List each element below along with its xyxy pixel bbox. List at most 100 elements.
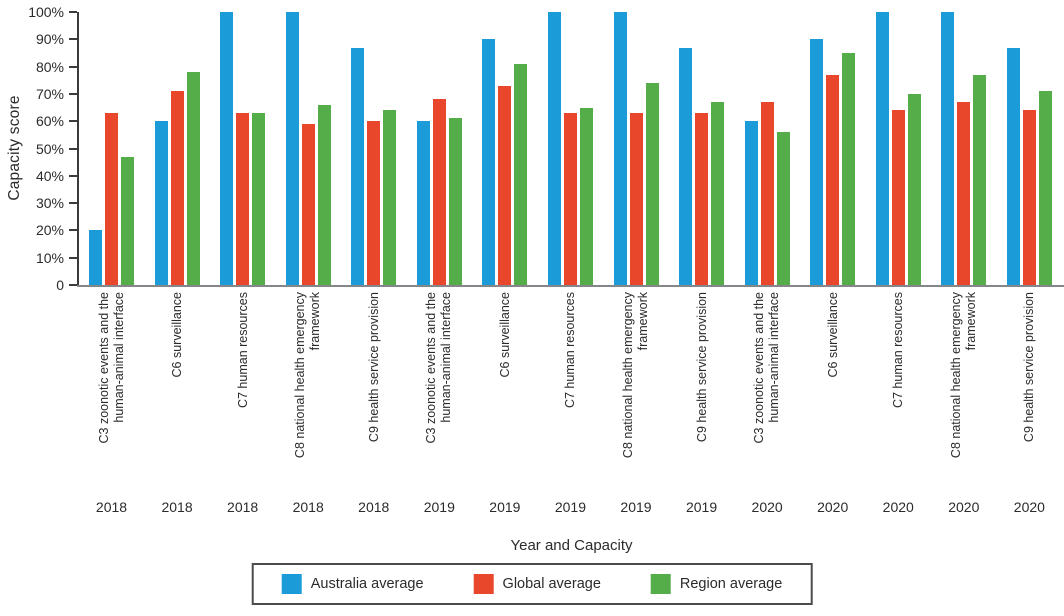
bar-group bbox=[679, 12, 725, 285]
legend-label: Australia average bbox=[310, 576, 424, 592]
legend: Australia average Global average Region av… bbox=[251, 563, 813, 605]
bar bbox=[367, 121, 381, 285]
y-tick-mark bbox=[69, 65, 77, 68]
bar-group bbox=[941, 12, 987, 285]
category-label-cell: C6 surveillance bbox=[482, 287, 527, 497]
category-label-cell: C3 zoonotic events and the human-animal … bbox=[745, 287, 790, 497]
year-label: 2019 bbox=[620, 499, 652, 515]
bar bbox=[498, 85, 512, 285]
y-tick-mark bbox=[69, 11, 77, 13]
year-label: 2018 bbox=[161, 499, 193, 515]
bar bbox=[1038, 91, 1052, 285]
bar bbox=[907, 93, 921, 285]
category-label-cell: C3 zoonotic events and the human-animal … bbox=[89, 287, 134, 497]
bar-group bbox=[351, 12, 397, 285]
bar bbox=[1006, 47, 1020, 285]
y-tick-label: 60% bbox=[35, 113, 64, 130]
y-tick-label: 90% bbox=[35, 31, 64, 48]
y-tick-mark bbox=[69, 284, 77, 286]
category-label-cell: C6 surveillance bbox=[155, 287, 200, 497]
bar bbox=[383, 110, 397, 285]
category-label-cell: C9 health service provision bbox=[1007, 287, 1052, 497]
bar bbox=[875, 12, 889, 285]
y-tick-mark bbox=[69, 147, 77, 150]
category-label-cell: C9 health service provision bbox=[679, 287, 724, 497]
category-label: C7 human resources bbox=[890, 292, 905, 409]
y-tick-label: 40% bbox=[35, 167, 64, 184]
year-label: 2018 bbox=[358, 499, 390, 515]
bar bbox=[170, 91, 184, 285]
bar-group bbox=[810, 12, 856, 285]
category-label-cell: C9 health service provision bbox=[351, 287, 396, 497]
y-tick-label: 0 bbox=[56, 277, 64, 293]
legend-item: Region average bbox=[650, 574, 783, 594]
category-label-cell: C7 human resources bbox=[220, 287, 265, 497]
category-label: C8 national health emergency framework bbox=[293, 292, 323, 459]
bar bbox=[351, 47, 365, 285]
bar bbox=[220, 12, 234, 285]
y-tick-mark bbox=[69, 120, 77, 123]
bar bbox=[891, 110, 905, 285]
y-tick-label: 80% bbox=[35, 58, 64, 75]
bar bbox=[1022, 110, 1036, 285]
bar bbox=[482, 39, 496, 285]
bar bbox=[579, 107, 593, 285]
legend-swatch bbox=[281, 574, 302, 594]
bar bbox=[416, 121, 430, 285]
y-tick-mark bbox=[69, 256, 77, 259]
bar bbox=[760, 102, 774, 285]
bar bbox=[89, 230, 102, 285]
category-label: C9 health service provision bbox=[1022, 292, 1036, 443]
legend-item: Global average bbox=[473, 574, 601, 594]
category-labels: C3 zoonotic events and the human-animal … bbox=[79, 287, 1064, 497]
y-tick-mark bbox=[69, 229, 77, 232]
category-label-cell: C8 national health emergency framework bbox=[286, 287, 331, 497]
year-label: 2020 bbox=[751, 499, 783, 515]
x-axis-line bbox=[77, 285, 1064, 287]
year-label: 2019 bbox=[423, 499, 455, 515]
bar bbox=[448, 118, 462, 285]
bar bbox=[252, 113, 266, 285]
category-label: C9 health service provision bbox=[694, 292, 709, 443]
bar bbox=[629, 113, 643, 285]
y-tick-mark bbox=[69, 92, 77, 95]
bar bbox=[154, 121, 168, 285]
bar bbox=[317, 104, 331, 285]
year-label: 2019 bbox=[685, 499, 718, 515]
bar-group bbox=[285, 12, 331, 285]
year-label: 2019 bbox=[554, 499, 587, 515]
category-label: C6 surveillance bbox=[497, 292, 512, 378]
plot-area bbox=[79, 12, 1064, 285]
year-label: 2018 bbox=[292, 499, 324, 515]
category-label: C9 health service provision bbox=[366, 292, 381, 443]
legend-label: Region average bbox=[679, 576, 783, 592]
y-tick-label: 70% bbox=[35, 85, 64, 102]
y-tick-label: 50% bbox=[35, 140, 64, 157]
y-tick-mark bbox=[69, 202, 77, 205]
y-axis-line bbox=[77, 12, 79, 287]
bar bbox=[285, 12, 299, 285]
category-label-cell: C7 human resources bbox=[876, 287, 921, 497]
category-label-cell: C3 zoonotic events and the human-animal … bbox=[417, 287, 462, 497]
y-tick-mark bbox=[69, 38, 77, 41]
category-label: C8 national health emergency framework bbox=[621, 292, 650, 459]
category-label: C6 surveillance bbox=[825, 292, 840, 378]
bar bbox=[121, 156, 134, 285]
y-tick-label: 10% bbox=[35, 249, 64, 266]
bar-group bbox=[154, 12, 200, 285]
category-label: C3 zoonotic events and the human-animal … bbox=[424, 292, 454, 444]
legend-item: Australia average bbox=[281, 574, 424, 594]
bar bbox=[826, 74, 840, 285]
category-label-cell: C6 surveillance bbox=[810, 287, 855, 497]
category-label-cell: C8 national health emergency framework bbox=[614, 287, 659, 497]
y-tick-label: 20% bbox=[35, 222, 64, 239]
category-label: C3 zoonotic events and the human-animal … bbox=[752, 292, 782, 444]
year-label: 2018 bbox=[95, 499, 128, 515]
y-tick-mark bbox=[69, 174, 77, 177]
year-label: 2020 bbox=[1013, 499, 1045, 515]
year-labels: 2018 2018 2018 2018 2018 2019 2019 2019 2019 2019… bbox=[79, 499, 1064, 515]
x-axis-title: Year and Capacity bbox=[510, 537, 633, 554]
y-axis-ticks: 100% 90% 80% 70% 60% 50% 40% 30% 20% 10% 0 bbox=[20, 4, 77, 293]
bar-group bbox=[416, 12, 462, 285]
